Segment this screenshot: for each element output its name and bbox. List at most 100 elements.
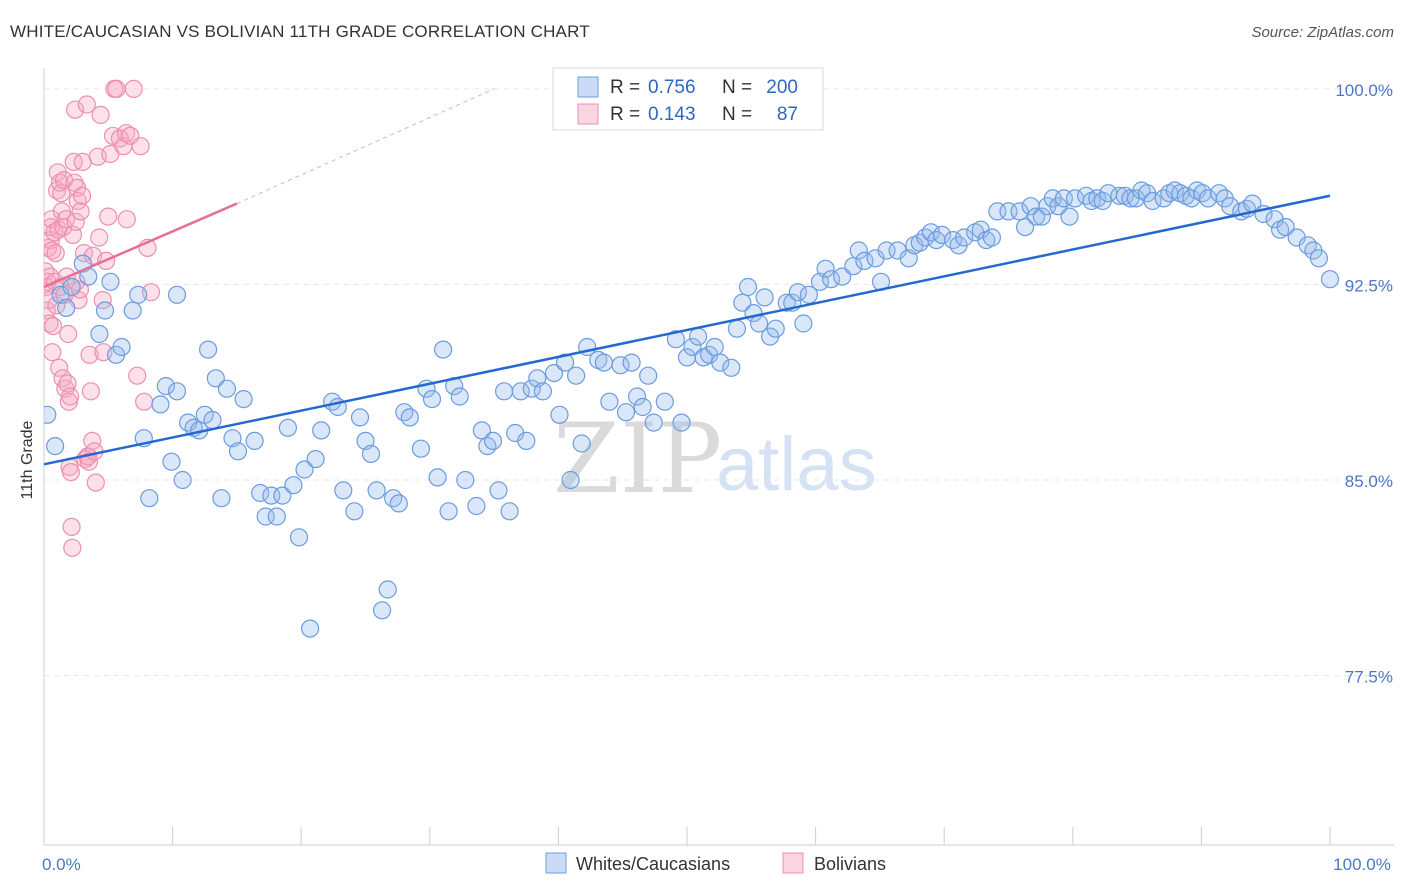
gridlines xyxy=(44,88,1394,677)
white-point xyxy=(439,502,458,521)
white-point xyxy=(639,366,658,385)
white-point xyxy=(616,403,636,422)
bolivian-point xyxy=(44,317,63,336)
legend-whites-swatch xyxy=(545,852,567,874)
white-point xyxy=(849,241,868,260)
bolivian-point xyxy=(80,345,99,364)
white-point xyxy=(572,434,591,453)
white-point xyxy=(450,387,469,406)
white-point xyxy=(1143,191,1162,211)
whites-points xyxy=(44,181,1340,638)
white-point xyxy=(511,382,530,401)
white-point xyxy=(561,470,580,490)
white-point xyxy=(544,364,564,383)
bolivian-point xyxy=(44,262,55,281)
axes xyxy=(43,68,1394,846)
stats-legend-pink-n-label: N = xyxy=(722,104,752,125)
white-point xyxy=(722,358,741,377)
white-point xyxy=(705,337,724,357)
bolivian-point xyxy=(81,382,101,401)
bolivian-point xyxy=(61,463,81,482)
white-point xyxy=(566,366,586,385)
bolivian-point xyxy=(135,392,154,411)
bolivian-point xyxy=(99,207,118,226)
white-point xyxy=(245,431,264,450)
white-point xyxy=(733,293,752,312)
white-point xyxy=(932,225,952,244)
white-point xyxy=(738,277,758,297)
white-point xyxy=(727,319,747,338)
white-point xyxy=(821,270,841,289)
x-tick-label: 100.0% xyxy=(1333,855,1391,874)
stats-legend-pink-r-value: 0.143 xyxy=(648,104,696,125)
stats-legend-pink-n-value: 87 xyxy=(777,104,798,125)
white-point xyxy=(267,507,286,526)
white-point xyxy=(411,439,430,458)
white-point xyxy=(44,405,57,424)
white-point xyxy=(140,489,159,508)
white-point xyxy=(422,390,442,409)
bolivian-point xyxy=(71,202,90,221)
legend-bolivians-label: Bolivians xyxy=(814,854,886,874)
white-point xyxy=(495,382,514,401)
bolivians-trend-line xyxy=(43,202,238,289)
bolivian-point xyxy=(66,212,85,231)
white-point xyxy=(794,314,813,333)
white-point xyxy=(456,470,475,490)
white-point xyxy=(284,476,303,495)
white-point xyxy=(90,324,109,344)
white-point xyxy=(1076,186,1096,205)
bolivians-points xyxy=(44,79,161,557)
white-point xyxy=(378,580,397,599)
y-tick-label: 92.5% xyxy=(1345,276,1393,295)
white-point xyxy=(228,442,248,461)
y-tick-label: 100.0% xyxy=(1335,81,1393,100)
x-tick-labels: 0.0% 100.0% xyxy=(42,855,1391,874)
bolivian-point xyxy=(128,366,147,385)
white-point xyxy=(1032,207,1051,226)
white-point xyxy=(45,437,65,456)
white-point xyxy=(655,392,674,411)
white-point xyxy=(1060,207,1079,226)
white-point xyxy=(162,452,181,471)
white-point xyxy=(666,330,686,349)
white-point xyxy=(644,413,663,432)
bolivian-point xyxy=(44,343,62,362)
y-tick-label: 77.5% xyxy=(1345,668,1393,687)
stats-legend-pink-r-label: R = xyxy=(610,104,640,125)
white-point xyxy=(943,231,963,250)
white-point xyxy=(203,410,222,430)
white-point xyxy=(1320,270,1340,289)
white-point xyxy=(627,387,647,406)
legend-whites-label: Whites/Caucasians xyxy=(576,854,730,874)
white-point xyxy=(301,619,320,638)
bolivian-point xyxy=(72,186,92,205)
bolivian-point xyxy=(61,387,80,406)
white-point xyxy=(234,390,253,409)
bolivian-point xyxy=(117,210,136,229)
watermark: ZIP atlas xyxy=(553,403,877,515)
white-point xyxy=(95,301,115,320)
bolivian-point xyxy=(65,100,85,119)
white-point xyxy=(555,353,575,372)
white-point xyxy=(683,337,702,357)
white-point xyxy=(306,450,325,469)
white-point xyxy=(483,431,503,450)
white-point xyxy=(522,379,541,398)
white-point xyxy=(217,379,236,398)
white-point xyxy=(57,298,76,317)
white-point xyxy=(788,283,808,302)
stats-legend-blue-r-value: 0.756 xyxy=(648,77,696,98)
white-point xyxy=(384,489,403,508)
bolivian-point xyxy=(86,473,105,492)
stats-legend-pink-swatch xyxy=(577,103,599,125)
white-point xyxy=(334,481,353,500)
white-point xyxy=(167,285,187,304)
white-point xyxy=(1298,236,1317,255)
white-point xyxy=(594,353,614,372)
white-point xyxy=(151,395,170,414)
white-point xyxy=(855,251,874,270)
y-tick-labels: 100.0% 92.5% 85.0% 77.5% xyxy=(1335,81,1393,687)
chart-title: WHITE/CAUCASIAN VS BOLIVIAN 11TH GRADE C… xyxy=(10,22,590,41)
